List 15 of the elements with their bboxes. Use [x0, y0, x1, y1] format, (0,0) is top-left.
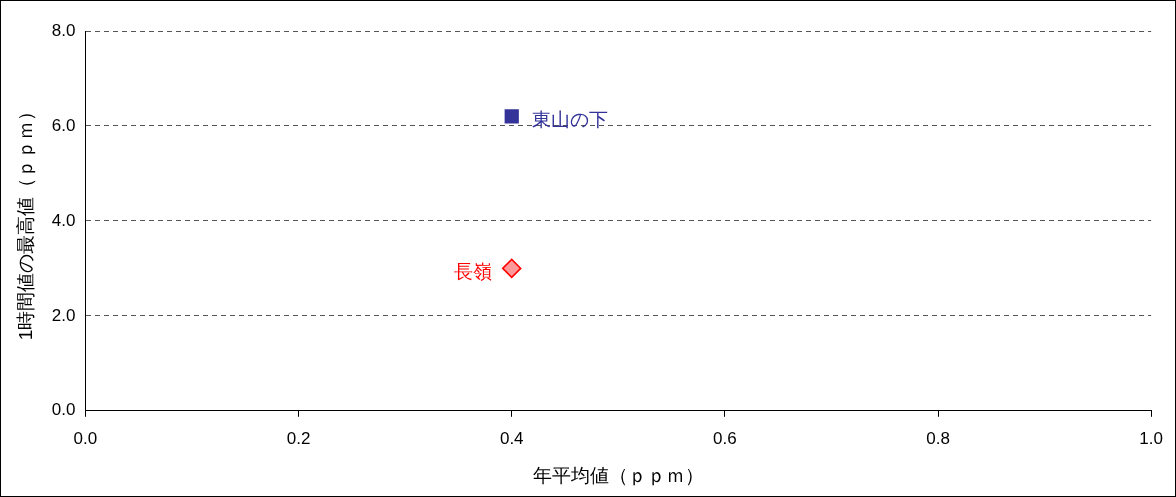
- series-label: 東山の下: [531, 108, 608, 130]
- x-tick-label: 0.0: [73, 428, 98, 448]
- y-tick-label: 6.0: [51, 115, 76, 135]
- y-tick-label: 0.0: [51, 400, 76, 420]
- x-tick-label: 0.8: [926, 428, 950, 448]
- x-tick-label: 0.4: [499, 428, 524, 448]
- series-label: 長嶺: [453, 260, 492, 282]
- y-tick-label: 8.0: [51, 20, 76, 40]
- y-tick-label: 4.0: [51, 210, 76, 230]
- y-tick-label: 2.0: [51, 305, 76, 325]
- x-tick-label: 0.6: [713, 428, 737, 448]
- x-tick-label: 1.0: [1139, 428, 1163, 448]
- x-axis-title: 年平均値（ｐｐｍ）: [532, 464, 704, 486]
- y-axis-title: 1時間値の最高値（ｐｐｍ）: [14, 101, 36, 341]
- x-tick-label: 0.2: [286, 428, 311, 448]
